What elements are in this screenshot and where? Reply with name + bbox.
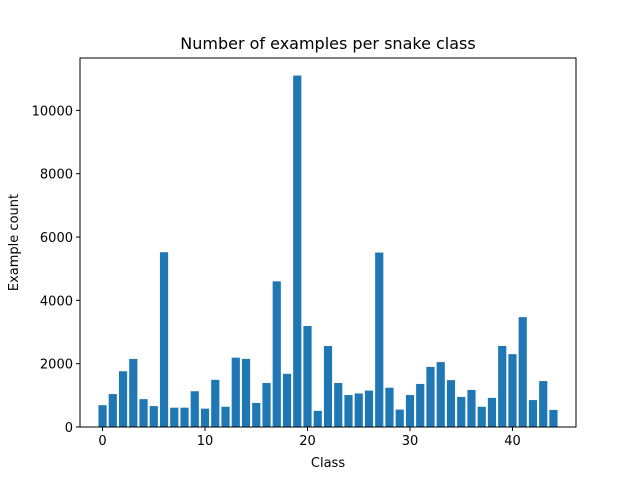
bar-class-17	[272, 281, 281, 427]
y-tick-label: 10000	[32, 104, 73, 119]
bar-class-28	[385, 387, 394, 427]
bar-class-32	[426, 366, 435, 427]
bar-class-11	[211, 379, 220, 427]
chart-title: Number of examples per snake class	[180, 34, 475, 53]
bar-class-3	[129, 358, 138, 427]
x-tick-label: 20	[299, 434, 316, 449]
bar-class-43	[539, 381, 548, 427]
bar-class-24	[344, 395, 353, 427]
bar-class-33	[436, 362, 445, 427]
bar-class-14	[241, 358, 251, 427]
bar-class-19	[293, 75, 302, 428]
bar-class-41	[518, 317, 527, 427]
bar-class-25	[354, 393, 363, 427]
y-axis-ticks: 0 2000 4000 6000 8000 10000	[32, 104, 80, 436]
x-axis-ticks: 0 10 20 30 40	[98, 427, 521, 449]
bar-class-27	[375, 252, 384, 427]
bar-class-31	[416, 383, 425, 427]
bar-class-2	[118, 371, 128, 427]
y-tick-label: 8000	[40, 168, 73, 183]
bar-class-40	[508, 354, 517, 427]
bar-class-37	[477, 406, 486, 427]
bar-class-6	[159, 252, 169, 427]
bar-class-7	[170, 407, 179, 427]
bar-class-30	[405, 395, 415, 427]
bar-class-18	[282, 373, 292, 427]
bar-class-42	[528, 400, 538, 427]
bar-class-15	[252, 402, 261, 427]
bar-class-34	[446, 380, 456, 427]
bar-class-29	[395, 409, 404, 427]
bar-class-9	[190, 391, 199, 427]
bar-class-4	[139, 399, 148, 427]
bar-class-36	[467, 389, 476, 427]
bar-class-21	[313, 410, 322, 427]
x-tick-label: 0	[98, 434, 106, 449]
bar-class-38	[487, 397, 497, 427]
x-tick-label: 40	[504, 434, 521, 449]
bar-class-22	[323, 345, 333, 427]
bar-class-13	[231, 357, 240, 427]
bar-class-44	[549, 409, 558, 427]
y-tick-label: 0	[65, 421, 73, 436]
x-tick-label: 10	[197, 434, 214, 449]
bar-class-10	[200, 408, 210, 427]
y-axis-label: Example count	[7, 194, 22, 291]
bar-class-0	[98, 405, 107, 427]
y-tick-label: 4000	[40, 294, 73, 309]
bar-class-16	[262, 382, 271, 427]
bar-class-1	[108, 394, 117, 427]
bar-class-20	[303, 326, 312, 427]
bars-group	[98, 75, 558, 428]
bar-class-23	[334, 382, 343, 427]
bar-class-39	[498, 345, 507, 427]
bar-class-5	[149, 406, 158, 427]
x-tick-label: 30	[402, 434, 419, 449]
y-tick-label: 6000	[40, 231, 73, 246]
y-tick-label: 2000	[40, 358, 73, 373]
bar-class-26	[364, 390, 374, 427]
x-axis-label: Class	[311, 456, 345, 471]
bar-class-8	[180, 407, 189, 427]
bar-class-12	[221, 406, 230, 427]
plot-frame	[79, 57, 577, 428]
bar-class-35	[457, 396, 466, 427]
